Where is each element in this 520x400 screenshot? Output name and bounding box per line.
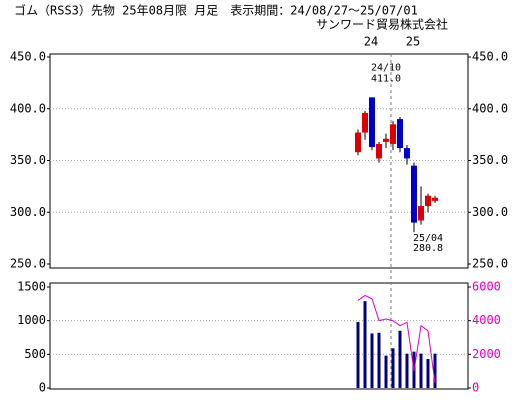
- y2-tick-label: 0: [472, 381, 479, 395]
- candle-body: [390, 124, 396, 144]
- y-tick-label: 450.0: [472, 50, 508, 64]
- chart-subtitle: サンワード貿易株式会社: [316, 17, 448, 32]
- y-tick-label: 0: [39, 381, 46, 395]
- bar: [356, 322, 360, 388]
- candle-body: [411, 165, 417, 223]
- y-tick-label: 250.0: [10, 257, 46, 271]
- year-label: 24: [364, 35, 378, 49]
- bar: [384, 355, 388, 388]
- y-tick-label: 350.0: [10, 153, 46, 167]
- bar: [433, 353, 437, 388]
- bar: [398, 330, 402, 388]
- bar: [370, 333, 374, 388]
- annotation-date: 24/10: [371, 62, 401, 73]
- candle-body: [432, 197, 438, 201]
- annotation-date: 25/04: [413, 233, 443, 244]
- annotation-value: 411.0: [371, 73, 401, 84]
- bar: [391, 348, 395, 388]
- y-tick-label: 300.0: [10, 205, 46, 219]
- chart-title: ゴム（RSS3）先物 25年08月限 月足 表示期間：24/08/27～25/0…: [14, 3, 418, 18]
- candle-body: [418, 206, 424, 221]
- volume-panel: [49, 282, 469, 390]
- y-tick-label: 400.0: [472, 101, 508, 115]
- y-tick-label: 1000: [17, 313, 46, 327]
- y-tick-label: 400.0: [10, 101, 46, 115]
- y2-tick-label: 4000: [472, 313, 501, 327]
- candle-body: [425, 195, 431, 207]
- bar: [377, 332, 381, 388]
- y-tick-label: 1500: [17, 280, 46, 294]
- candle-body: [404, 148, 410, 159]
- bar: [363, 301, 367, 388]
- y-tick-label: 350.0: [472, 153, 508, 167]
- candle-body: [362, 112, 368, 133]
- y2-tick-label: 2000: [472, 347, 501, 361]
- price-panel: [49, 53, 469, 269]
- y-tick-label: 500: [24, 347, 46, 361]
- candle-body: [369, 97, 375, 148]
- bar: [426, 359, 430, 388]
- y2-tick-label: 6000: [472, 280, 501, 294]
- y-tick-label: 300.0: [472, 205, 508, 219]
- line-series: [357, 294, 436, 384]
- bar: [419, 353, 423, 388]
- candle-body: [383, 138, 389, 142]
- y-tick-label: 450.0: [10, 50, 46, 64]
- candle-body: [397, 119, 403, 149]
- candle-body: [376, 143, 382, 159]
- year-label: 25: [406, 35, 420, 49]
- annotation-value: 280.8: [413, 243, 443, 254]
- candle-body: [355, 132, 361, 153]
- bar: [405, 353, 409, 388]
- y-tick-label: 250.0: [472, 257, 508, 271]
